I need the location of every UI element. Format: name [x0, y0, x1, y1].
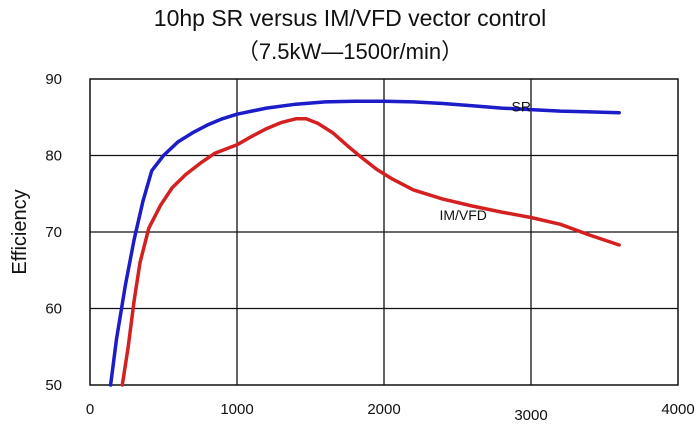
chart-title: 10hp SR versus IM/VFD vector control: [153, 5, 547, 31]
x-tick-label: 3000: [514, 407, 547, 424]
y-axis-label: Efficiency: [9, 189, 31, 274]
y-tick-label: 50: [45, 377, 62, 394]
plot-frame: [89, 78, 679, 386]
y-tick-label: 80: [45, 148, 62, 165]
y-tick-label: 90: [45, 71, 62, 88]
x-tick-label: 2000: [367, 401, 400, 418]
chart-subtitle: （7.5kW—1500r/min）: [236, 39, 464, 64]
x-tick-label: 1000: [220, 401, 253, 418]
series-label-im-vfd: IM/VFD: [439, 207, 486, 223]
series-line-sr: [108, 99, 621, 387]
y-tick-label: 70: [45, 224, 62, 241]
series-line-im-vfd: [120, 117, 621, 387]
x-tick-label: 4000: [661, 401, 694, 418]
y-tick-label: 60: [45, 301, 62, 318]
x-tick-label: 0: [86, 401, 94, 418]
series-label-sr: SR: [512, 99, 531, 115]
